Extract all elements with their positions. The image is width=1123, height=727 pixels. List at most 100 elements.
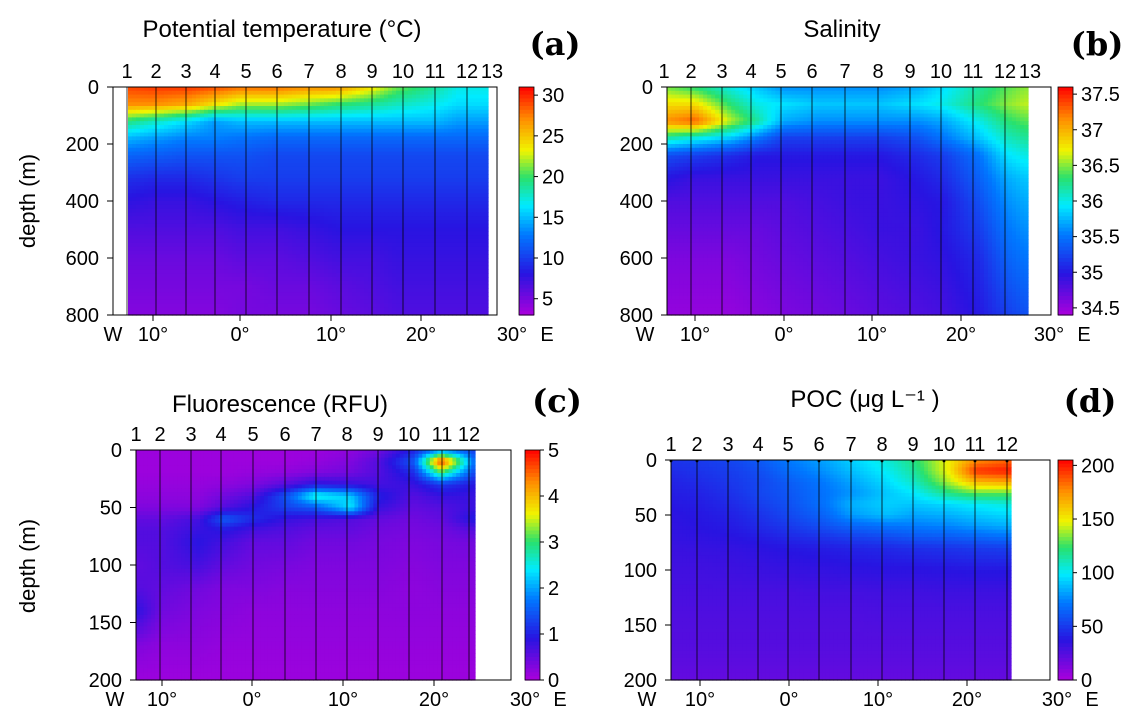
heatmap-cell [336, 87, 341, 92]
heatmap-cell [380, 113, 385, 118]
heatmap-cell [128, 227, 133, 232]
heatmap-cell [284, 258, 289, 263]
heatmap-cell [484, 216, 489, 221]
heatmap-cell [388, 106, 393, 111]
heatmap-cell [172, 227, 177, 232]
heatmap-cell [344, 258, 349, 263]
heatmap-cell [336, 151, 341, 156]
heatmap-cell [468, 223, 473, 229]
heatmap-cell [172, 231, 177, 236]
heatmap-cell [224, 147, 229, 153]
heatmap-cell [188, 292, 193, 297]
heatmap-cell [408, 220, 413, 225]
heatmap-cell [136, 280, 141, 286]
heatmap-cell [248, 288, 253, 293]
heatmap-cell [132, 292, 137, 297]
heatmap-cell [444, 185, 449, 191]
heatmap-cell [220, 296, 225, 301]
heatmap-cell [404, 227, 409, 232]
heatmap-cell [200, 147, 205, 153]
heatmap-cell [384, 87, 389, 92]
heatmap-cell [272, 235, 277, 240]
heatmap-cell [168, 117, 173, 122]
heatmap-cell [376, 163, 381, 168]
heatmap-cell [256, 170, 261, 175]
heatmap-cell [228, 159, 233, 164]
heatmap-cell [260, 109, 265, 115]
heatmap-cell [144, 170, 149, 175]
heatmap-cell [300, 197, 305, 202]
heatmap-cell [332, 193, 337, 198]
heatmap-cell [260, 140, 265, 145]
heatmap-cell [440, 212, 445, 217]
heatmap-cell [316, 258, 321, 263]
heatmap-cell [176, 117, 181, 122]
heatmap-cell [432, 220, 437, 225]
heatmap-cell [276, 159, 281, 164]
heatmap-cell [372, 113, 377, 118]
heatmap-cell [312, 197, 317, 202]
heatmap-cell [228, 128, 233, 134]
heatmap-cell [324, 140, 329, 145]
heatmap-cell [364, 277, 369, 282]
heatmap-cell [228, 185, 233, 191]
heatmap-cell [444, 208, 449, 213]
heatmap-cell [208, 235, 213, 240]
heatmap-cell [468, 258, 473, 263]
heatmap-cell [384, 125, 389, 130]
heatmap-cell [480, 246, 485, 251]
heatmap-cell [332, 292, 337, 297]
heatmap-cell [276, 258, 281, 263]
heatmap-cell [168, 273, 173, 278]
heatmap-cell [472, 87, 477, 92]
heatmap-cell [396, 258, 401, 263]
heatmap-cell [252, 174, 257, 179]
heatmap-cell [408, 117, 413, 122]
heatmap-cell [324, 109, 329, 115]
heatmap-cell [432, 106, 437, 111]
heatmap-cell [232, 220, 237, 225]
heatmap-cell [140, 113, 145, 118]
heatmap-cell [200, 261, 205, 267]
heatmap-cell [340, 106, 345, 111]
heatmap-cell [384, 155, 389, 160]
heatmap-cell [228, 254, 233, 259]
heatmap-cell [480, 98, 485, 103]
heatmap-cell [172, 185, 177, 191]
heatmap-cell [304, 265, 309, 270]
heatmap-cell [164, 208, 169, 213]
heatmap-cell [404, 182, 409, 187]
heatmap-cell [320, 163, 325, 168]
heatmap-cell [436, 185, 441, 191]
heatmap-cell [328, 246, 333, 251]
heatmap-cell [292, 227, 297, 232]
heatmap-cell [368, 239, 373, 244]
heatmap-cell [160, 128, 165, 134]
heatmap-cell [460, 185, 465, 191]
heatmap-cell [236, 254, 241, 259]
heatmap-cell [156, 151, 161, 156]
heatmap-cell [388, 212, 393, 217]
heatmap-cell [164, 193, 169, 198]
heatmap-cell [204, 288, 209, 293]
heatmap-cell [476, 178, 481, 183]
heatmap-cell [308, 136, 313, 141]
heatmap-cell [140, 288, 145, 293]
heatmap-cell [216, 235, 221, 240]
heatmap-cell [420, 147, 425, 153]
heatmap-cell [328, 220, 333, 225]
heatmap-cell [192, 265, 197, 270]
heatmap-cell [300, 144, 305, 149]
heatmap-cell [380, 208, 385, 213]
heatmap-cell [260, 193, 265, 198]
heatmap-cell [220, 87, 225, 92]
heatmap-cell [300, 269, 305, 274]
heatmap-cell [364, 231, 369, 236]
heatmap-cell [440, 208, 445, 213]
heatmap-cell [248, 113, 253, 118]
heatmap-cell [356, 140, 361, 145]
heatmap-cell [280, 292, 285, 297]
heatmap-cell [460, 151, 465, 156]
heatmap-cell [276, 174, 281, 179]
heatmap-cell [144, 193, 149, 198]
